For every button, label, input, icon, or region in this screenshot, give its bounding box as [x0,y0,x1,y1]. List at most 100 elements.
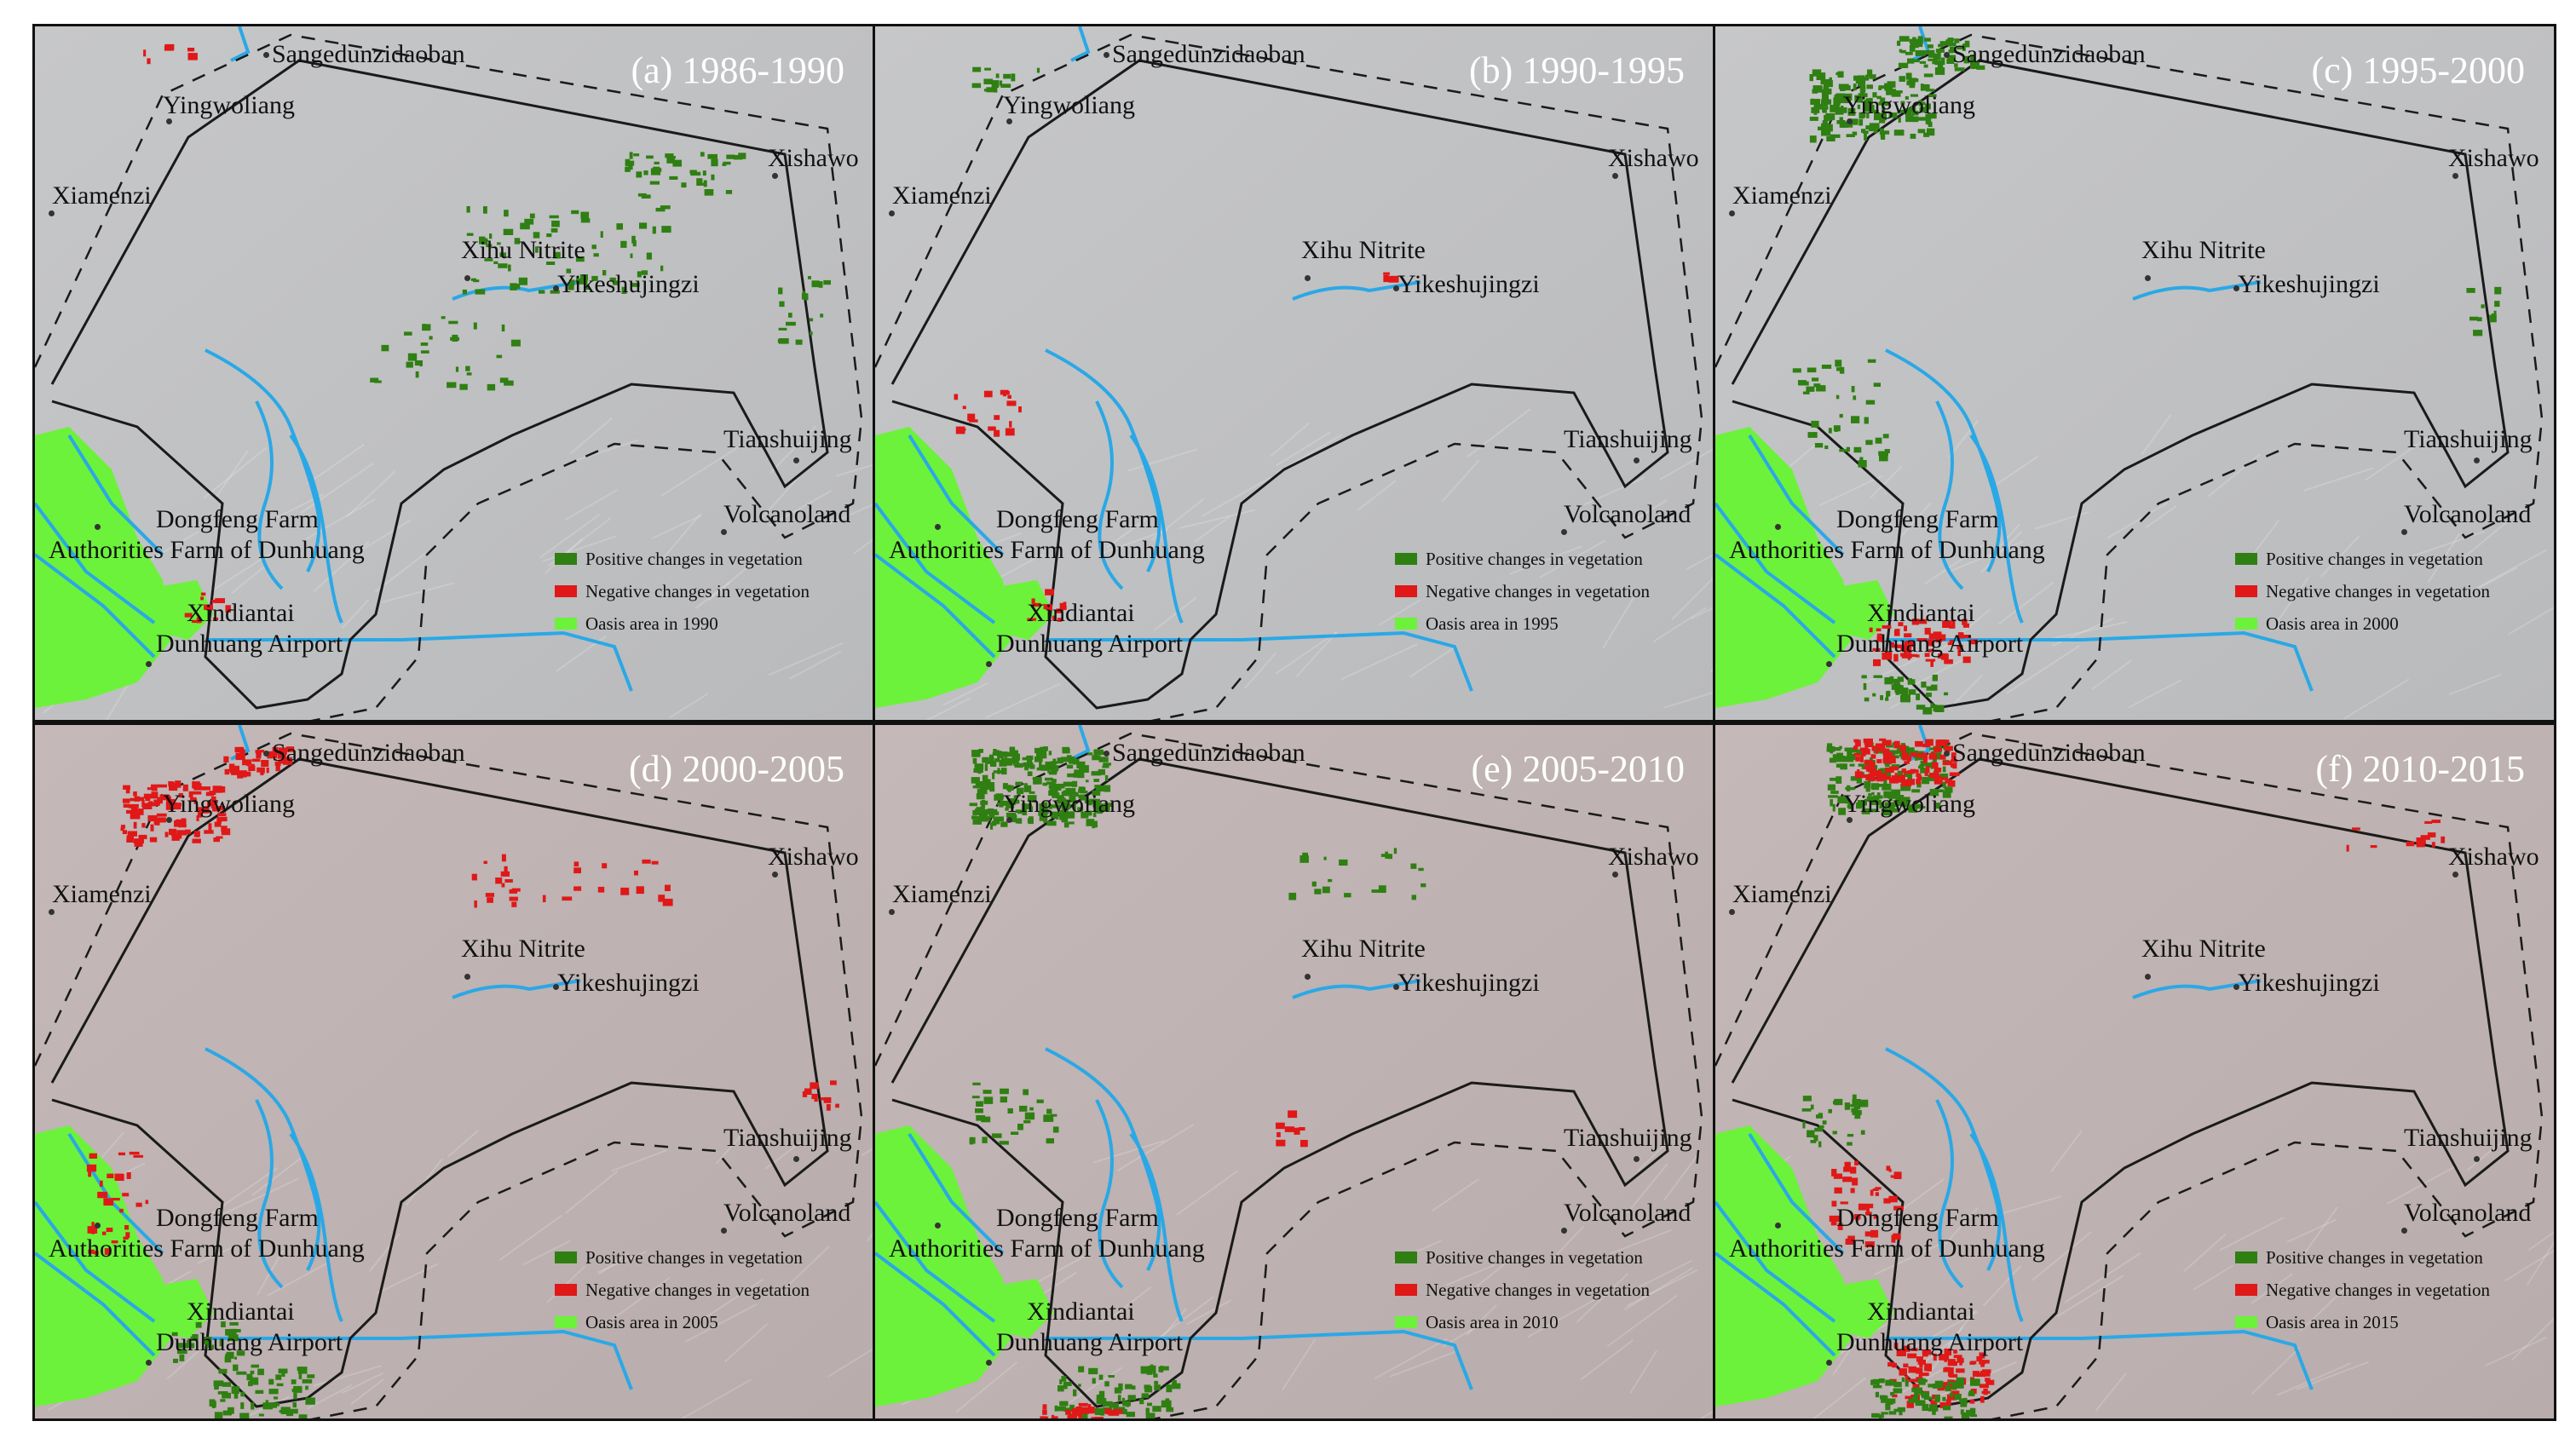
hillshade-streak [2276,1362,2352,1396]
positive-change-patch [1927,84,1930,90]
hillshade-streak [1127,448,1197,472]
positive-change-patch [214,1412,223,1418]
positive-change-patch [1043,802,1048,810]
positive-change-patch [1937,789,1944,792]
negative-change-patch [125,786,130,794]
positive-change-patch [1869,74,1876,79]
positive-change-patch [1910,78,1917,82]
place-label-dunhuang-airport: Dunhuang Airport [156,1328,343,1356]
place-label-xihu-nitrite: Xihu Nitrite [461,935,585,963]
negative-change-patch [1875,743,1886,749]
river [1886,1329,2314,1390]
positive-change-patch [976,807,983,814]
positive-change-patch [1059,812,1067,818]
oasis-area [146,580,214,640]
positive-change-patch [206,1343,211,1349]
negative-change-patch [141,800,145,808]
negative-change-patch [1088,1407,1095,1414]
positive-change-patch [1826,135,1835,141]
hillshade-streak [2250,1347,2301,1395]
positive-change-patch [566,268,572,273]
positive-change-patch [1810,1140,1817,1143]
positive-change-patch [2473,330,2483,337]
negative-change-patch [1075,1407,1082,1413]
positive-change-patch [1878,768,1887,776]
place-marker [721,529,727,535]
positive-change-patch [533,232,540,239]
positive-change-patch [1874,129,1878,134]
negative-change-patch [1033,602,1041,607]
positive-change-patch [1939,41,1947,46]
positive-change-patch [1880,1395,1886,1400]
negative-change-patch [1893,1343,1899,1349]
negative-change-patch [810,1082,819,1090]
positive-change-patch [1029,791,1035,794]
negative-change-patch [1985,1378,1991,1382]
negative-change-patch [1894,740,1900,747]
river [35,1200,156,1323]
positive-change-patch [1928,1384,1937,1388]
positive-change-patch [1094,785,1102,788]
positive-change-patch [1830,791,1839,794]
positive-change-patch [1300,855,1309,863]
negative-change-patch [662,898,673,906]
positive-change-patch [1100,751,1105,755]
positive-change-patch [1858,1099,1869,1108]
positive-change-patch [1956,45,1964,50]
positive-change-patch [1836,752,1843,757]
place-marker [889,210,895,216]
hillshade-streak [1624,1267,1694,1311]
positive-change-patch [810,331,813,336]
positive-change-patch [1104,1381,1109,1387]
negative-change-patch [135,1202,142,1207]
positive-change-patch [820,314,824,318]
place-label-tianshuijing: Tianshuijing [723,425,852,453]
place-label-xishawo: Xishawo [1608,144,1699,172]
positive-change-patch [1963,55,1970,64]
positive-change-patch [1934,67,1945,75]
river [908,1132,1005,1255]
negative-change-patch [602,863,608,869]
positive-change-patch [462,289,467,295]
positive-change-patch [1847,124,1853,128]
positive-change-patch [1853,83,1857,91]
place-label-authorities-farm: Authorities Farm of Dunhuang [1729,536,2045,564]
positive-change-patch [1851,416,1860,423]
negative-change-patch [123,785,130,790]
negative-change-patch [1949,639,1954,645]
positive-change-patch [795,339,803,345]
positive-change-patch [669,175,678,180]
place-label-yingwoliang: Yingwoliang [1843,91,1975,119]
negative-change-patch [1051,1414,1055,1418]
place-marker [2401,1228,2407,1234]
positive-change-patch [1928,94,1937,97]
positive-change-patch [1013,759,1019,766]
positive-change-patch [818,281,823,288]
positive-change-patch [1150,1364,1154,1372]
negative-change-patch [1052,1416,1058,1418]
place-label-xindiantai: Xindiantai [1867,599,1975,627]
positive-change-patch [1000,762,1009,765]
positive-change-patch [1092,790,1101,796]
negative-change-patch [835,1103,839,1108]
negative-change-patch [205,806,210,812]
place-label-yikeshujingzi: Yikeshujingzi [2238,270,2380,298]
negative-change-patch [89,1153,97,1159]
negative-change-patch [1924,627,1931,635]
negative-change-patch [597,886,605,893]
negative-change-patch [954,394,959,400]
positive-change-patch [1002,783,1008,790]
positive-change-patch [257,1368,264,1376]
negative-change-patch [1886,751,1893,760]
place-marker [772,173,778,179]
negative-change-patch [1834,1187,1842,1194]
negative-change-patch [1862,774,1870,779]
legend-label: Negative changes in vegetation [2266,580,2490,601]
positive-change-patch [1906,80,1916,86]
positive-change-patch [1947,1381,1956,1384]
positive-change-patch [1913,751,1924,755]
hillshade-streak [358,519,412,553]
negative-change-patch [111,1240,118,1244]
positive-change-patch [1833,425,1841,432]
positive-change-patch [1378,885,1386,893]
